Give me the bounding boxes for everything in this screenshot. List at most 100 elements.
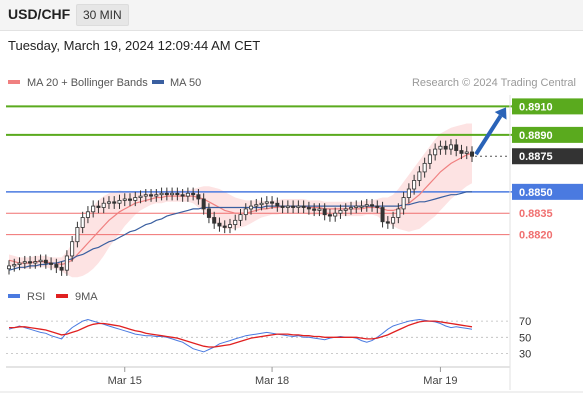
level-label: 0.8910 bbox=[519, 101, 553, 113]
candle-body bbox=[327, 214, 332, 217]
candle-body bbox=[333, 212, 338, 217]
candle-body bbox=[17, 262, 22, 265]
ma50-legend-swatch bbox=[152, 80, 164, 84]
candle-body bbox=[317, 208, 322, 211]
candle-body bbox=[354, 205, 359, 208]
rsi-legend-swatch bbox=[8, 294, 20, 298]
candle-body bbox=[217, 222, 222, 227]
candle-body bbox=[306, 207, 311, 210]
level-labels-layer: 0.8910 0.8890 0.8875 0.8850 0.8835 0.8820 bbox=[512, 98, 583, 242]
candle-body bbox=[343, 208, 348, 211]
candle-body bbox=[401, 197, 406, 210]
candle-body bbox=[149, 194, 154, 197]
x-tick-label: Mar 15 bbox=[108, 375, 142, 387]
timeframe-button[interactable]: 30 MIN bbox=[76, 4, 129, 26]
rsi-ma-legend-label: 9MA bbox=[75, 291, 98, 303]
projection-arrow-layer bbox=[474, 107, 507, 156]
candle-body bbox=[196, 194, 201, 200]
candle-body bbox=[133, 197, 138, 201]
candle-body bbox=[54, 264, 59, 268]
candle-body bbox=[22, 261, 27, 264]
candle-body bbox=[380, 207, 385, 223]
candle-body bbox=[275, 202, 280, 207]
candle-body bbox=[391, 217, 396, 224]
candle-body bbox=[238, 214, 243, 221]
candle-body bbox=[396, 208, 401, 218]
candle-body bbox=[375, 205, 380, 208]
candle-body bbox=[443, 145, 448, 150]
candle-body bbox=[175, 192, 180, 196]
level-label: 0.8890 bbox=[519, 130, 553, 142]
bollinger-band-area bbox=[9, 123, 472, 278]
ma50-line bbox=[8, 191, 472, 271]
rsi-ma-legend-swatch bbox=[56, 294, 68, 298]
candle-body bbox=[222, 225, 227, 228]
candle-body bbox=[422, 162, 427, 173]
candle-body bbox=[143, 194, 148, 197]
candle-body bbox=[433, 148, 438, 156]
candle-body bbox=[122, 198, 127, 201]
candle-body bbox=[448, 144, 453, 150]
level-label-box bbox=[512, 98, 583, 115]
x-tick-label: Mar 18 bbox=[255, 375, 289, 387]
candle-body bbox=[254, 204, 259, 207]
candle-body bbox=[170, 192, 175, 196]
level-label: 0.8875 bbox=[519, 151, 553, 163]
rsi-line bbox=[8, 318, 473, 353]
rsi-tick-label: 30 bbox=[519, 349, 531, 361]
candle-body bbox=[206, 208, 211, 218]
candle-body bbox=[233, 219, 238, 226]
candle-body bbox=[459, 150, 464, 154]
candle-body bbox=[64, 255, 69, 271]
projection-arrow-head bbox=[494, 107, 507, 120]
level-label: 0.8850 bbox=[519, 187, 553, 199]
candle-body bbox=[469, 151, 474, 157]
candle-body bbox=[38, 259, 43, 263]
candle-body bbox=[28, 261, 33, 264]
copyright-label: Research © 2024 Trading Central bbox=[412, 77, 576, 89]
candle-body bbox=[117, 199, 122, 204]
candle-body bbox=[296, 205, 301, 208]
candle-body bbox=[406, 188, 411, 198]
candle-body bbox=[49, 262, 54, 265]
candle-body bbox=[59, 266, 64, 271]
candle-body bbox=[91, 205, 96, 213]
x-axis-ticks: Mar 15 Mar 18 Mar 19 bbox=[108, 367, 458, 387]
candle-body bbox=[154, 194, 159, 197]
level-label-box bbox=[512, 183, 583, 200]
candle-body bbox=[75, 227, 80, 243]
candle-body bbox=[7, 265, 12, 270]
candle-body bbox=[180, 194, 185, 197]
candle-body bbox=[291, 205, 296, 208]
candle-body bbox=[212, 217, 217, 224]
candle-body bbox=[33, 261, 38, 264]
candle-body bbox=[385, 221, 390, 224]
candle-body bbox=[128, 198, 133, 201]
candle-body bbox=[370, 204, 375, 207]
candle-body bbox=[80, 217, 85, 228]
rsi-tick-label: 70 bbox=[519, 316, 531, 328]
candle-body bbox=[243, 208, 248, 216]
candle-body bbox=[464, 151, 469, 154]
rsi-grid: 70 50 30 bbox=[6, 316, 531, 361]
rsi-lines bbox=[8, 318, 473, 353]
candle-body bbox=[201, 198, 206, 210]
candle-body bbox=[249, 205, 254, 210]
rsi-ma-line bbox=[9, 320, 473, 348]
candle-body bbox=[101, 202, 106, 208]
candle-body bbox=[191, 192, 196, 196]
candle-body bbox=[427, 154, 432, 164]
level-label-box bbox=[512, 126, 583, 143]
bollinger-band-layer bbox=[9, 123, 472, 278]
candle-body bbox=[280, 205, 285, 208]
ma50-legend-label: MA 50 bbox=[170, 77, 201, 89]
candle-body bbox=[96, 205, 101, 208]
candle-body bbox=[159, 192, 164, 196]
candle-body bbox=[438, 145, 443, 150]
candle-body bbox=[359, 205, 364, 208]
rsi-legend-label: RSI bbox=[27, 291, 45, 303]
candle-body bbox=[106, 201, 111, 204]
candle-body bbox=[43, 259, 48, 264]
candle-body bbox=[112, 201, 117, 204]
level-lines-layer bbox=[6, 105, 512, 236]
